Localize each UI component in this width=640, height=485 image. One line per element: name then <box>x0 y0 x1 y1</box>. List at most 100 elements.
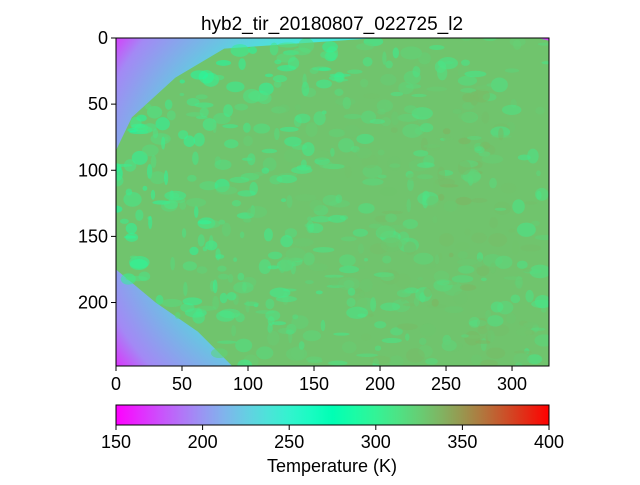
surface-patch <box>359 290 365 298</box>
surface-patch <box>400 46 423 60</box>
surface-patch <box>459 284 477 291</box>
surface-patch <box>238 58 246 71</box>
surface-patch <box>425 357 438 365</box>
surface-patch <box>226 291 237 301</box>
x-tick-label: 300 <box>497 374 527 394</box>
surface-patch <box>331 78 349 82</box>
surface-patch <box>513 350 532 354</box>
x-axis: 0 50 100 150 200 250 300 <box>111 366 527 394</box>
surface-patch <box>523 322 539 328</box>
surface-patch <box>291 166 313 174</box>
surface-patch <box>531 220 540 227</box>
surface-patch <box>298 341 305 350</box>
surface-patch <box>405 83 422 89</box>
surface-patch <box>357 243 364 254</box>
surface-patch <box>294 104 301 111</box>
surface-patch <box>199 107 209 118</box>
surface-patch <box>216 340 237 344</box>
surface-patch <box>264 73 274 78</box>
surface-patch <box>315 290 323 295</box>
surface-patch <box>161 298 183 308</box>
surface-patch <box>529 264 549 279</box>
surface-patch <box>125 275 148 282</box>
surface-patch <box>390 127 398 133</box>
surface-patch <box>217 265 227 272</box>
surface-patch <box>437 65 448 81</box>
surface-patch <box>377 149 385 156</box>
surface-patch <box>438 233 454 247</box>
surface-patch <box>363 258 369 262</box>
surface-patch <box>267 251 283 260</box>
surface-patch <box>486 347 506 359</box>
surface-patch <box>419 323 436 337</box>
surface-patch <box>231 312 239 318</box>
surface-patch <box>283 148 302 163</box>
surface-patch <box>481 111 490 124</box>
surface-patch <box>215 60 232 66</box>
surface-patch <box>448 252 454 258</box>
surface-patch <box>411 107 433 120</box>
surface-patch <box>501 104 522 115</box>
surface-patch <box>196 305 217 311</box>
surface-patch <box>308 263 328 272</box>
surface-patch <box>534 294 549 309</box>
surface-patch <box>434 254 440 265</box>
surface-patch <box>313 111 326 126</box>
surface-patch <box>247 153 256 166</box>
surface-patch <box>357 313 367 318</box>
surface-patch <box>320 319 326 332</box>
surface-patch <box>490 77 508 93</box>
surface-patch <box>520 244 542 252</box>
surface-patch <box>402 123 423 138</box>
surface-patch <box>400 297 406 302</box>
surface-patch <box>515 327 533 337</box>
surface-patch <box>457 112 477 121</box>
surface-patch <box>456 258 479 266</box>
surface-patch <box>362 56 373 67</box>
surface-patch <box>305 122 318 137</box>
x-tick-label: 150 <box>299 374 329 394</box>
surface-patch <box>457 160 471 175</box>
surface-patch <box>344 166 352 178</box>
surface-patch <box>453 291 468 305</box>
surface-patch <box>374 321 387 329</box>
surface-patch <box>474 146 485 154</box>
surface-patch <box>145 103 152 110</box>
surface-patch <box>218 219 226 225</box>
surface-patch <box>381 337 402 344</box>
surface-patch <box>152 128 159 139</box>
surface-patch <box>194 205 199 218</box>
surface-patch <box>292 314 299 320</box>
surface-patch <box>452 108 462 115</box>
surface-patch <box>513 353 530 366</box>
surface-patch <box>527 148 539 164</box>
surface-patch <box>263 228 273 242</box>
surface-patch <box>164 99 173 110</box>
surface-patch <box>231 200 242 207</box>
surface-patch <box>318 160 333 169</box>
surface-patch <box>212 295 220 310</box>
surface-patch <box>208 235 214 250</box>
surface-patch <box>390 91 404 97</box>
surface-patch <box>253 123 271 134</box>
surface-patch <box>226 81 245 93</box>
surface-patch <box>380 302 401 312</box>
colorbar-gradient <box>115 404 550 426</box>
surface-patch <box>356 147 372 159</box>
surface-patch <box>258 259 272 275</box>
surface-patch <box>457 75 478 86</box>
surface-patch <box>480 338 487 352</box>
surface-patch <box>164 190 187 201</box>
surface-patch <box>359 278 373 293</box>
surface-patch <box>186 112 204 117</box>
surface-patch <box>433 270 450 283</box>
surface-patch <box>300 159 307 168</box>
colorbar-tick-label: 200 <box>188 432 218 452</box>
surface-patch <box>351 296 368 309</box>
surface-patch <box>320 50 338 60</box>
surface-patch <box>455 242 470 251</box>
surface-patch <box>123 191 142 207</box>
surface-patch <box>197 234 205 247</box>
surface-patch <box>129 259 148 271</box>
surface-patch <box>272 75 288 83</box>
